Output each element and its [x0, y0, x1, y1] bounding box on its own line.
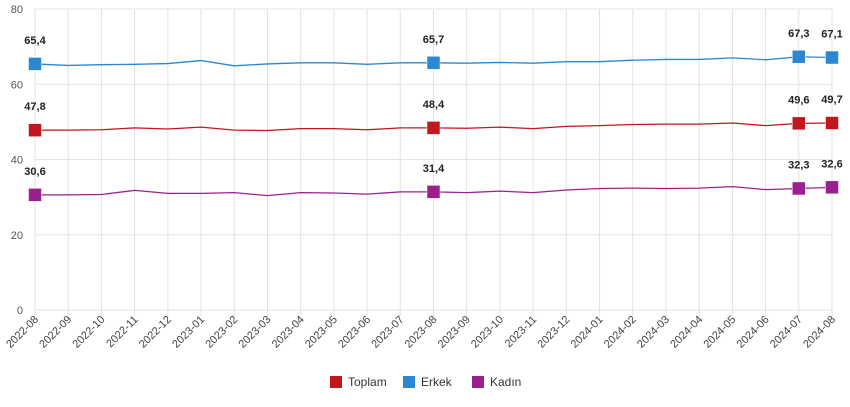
data-point-marker	[792, 181, 806, 196]
x-tick-label: 2023-03	[237, 314, 274, 351]
x-tick-label: 2023-02	[203, 314, 240, 351]
x-tick-label: 2023-10	[469, 314, 506, 351]
data-point-marker	[426, 185, 441, 199]
legend: Toplam Erkek Kadın	[330, 375, 521, 389]
data-label: 65,7	[423, 34, 444, 46]
data-label: 67,3	[788, 28, 809, 40]
x-tick-label: 2022-09	[37, 314, 74, 351]
x-tick-label: 2023-06	[336, 314, 373, 351]
data-point-marker	[792, 50, 806, 64]
legend-swatch	[330, 376, 342, 388]
y-axis: 0 20 40 60 80	[11, 4, 23, 317]
data-label: 48,4	[423, 99, 445, 111]
data-point-marker	[825, 180, 839, 195]
y-tick-label: 20	[11, 230, 23, 242]
x-tick-label: 2023-05	[303, 314, 340, 351]
series-lines: 47,8 48,4 49,6 49,7 65,4 65,7 67,3 67,1 30,6 31,4…	[24, 28, 843, 202]
legend-swatch	[472, 376, 484, 388]
data-point-marker	[825, 50, 839, 65]
x-tick-label: 2022-11	[104, 314, 140, 350]
legend-label: Toplam	[348, 375, 387, 389]
y-tick-label: 0	[17, 305, 23, 317]
data-point-marker	[28, 188, 42, 202]
x-tick-label: 2023-07	[369, 314, 406, 351]
legend-label: Kadın	[490, 375, 521, 389]
x-tick-label: 2023-09	[436, 314, 473, 351]
data-label: 67,1	[821, 29, 842, 41]
data-label: 47,8	[24, 101, 45, 113]
data-label: 65,4	[24, 35, 46, 47]
x-tick-label: 2024-08	[801, 314, 838, 351]
series-erkek: 65,4 65,7 67,3 67,1	[24, 28, 843, 71]
x-tick-label: 2024-01	[569, 314, 606, 351]
x-tick-label: 2023-11	[503, 314, 539, 350]
data-label: 32,6	[821, 158, 842, 170]
x-tick-label: 2024-02	[602, 314, 639, 351]
data-point-marker	[426, 121, 441, 135]
x-axis: 2022-082022-092022-102022-112022-122023-…	[4, 314, 838, 351]
y-tick-label: 80	[11, 4, 23, 16]
data-label: 30,6	[24, 166, 45, 178]
data-point-marker	[792, 116, 806, 131]
y-tick-label: 60	[11, 79, 23, 91]
x-tick-label: 2024-05	[701, 314, 738, 351]
data-label: 49,7	[821, 94, 842, 106]
x-tick-label: 2023-08	[403, 314, 440, 351]
x-tick-label: 2024-06	[735, 314, 772, 351]
series-toplam: 47,8 48,4 49,6 49,7	[24, 94, 843, 137]
x-tick-label: 2022-10	[71, 314, 108, 351]
x-tick-label: 2024-03	[635, 314, 672, 351]
data-label: 31,4	[423, 163, 445, 175]
x-tick-label: 2023-04	[270, 314, 307, 351]
x-tick-label: 2024-04	[668, 314, 705, 351]
data-point-marker	[426, 56, 441, 70]
x-tick-label: 2022-08	[4, 314, 41, 351]
x-tick-label: 2022-12	[137, 314, 174, 351]
legend-swatch	[403, 376, 415, 388]
x-tick-label: 2023-01	[170, 314, 207, 351]
data-point-marker	[28, 123, 42, 137]
x-tick-label: 2023-12	[535, 314, 572, 351]
data-point-marker	[28, 57, 42, 71]
data-label: 32,3	[788, 159, 809, 171]
legend-label: Erkek	[421, 375, 453, 389]
x-tick-label: 2024-07	[768, 314, 805, 351]
data-label: 49,6	[788, 94, 809, 106]
y-tick-label: 40	[11, 155, 23, 167]
data-point-marker	[825, 116, 839, 130]
series-kadın: 30,6 31,4 32,3 32,6	[24, 158, 843, 202]
